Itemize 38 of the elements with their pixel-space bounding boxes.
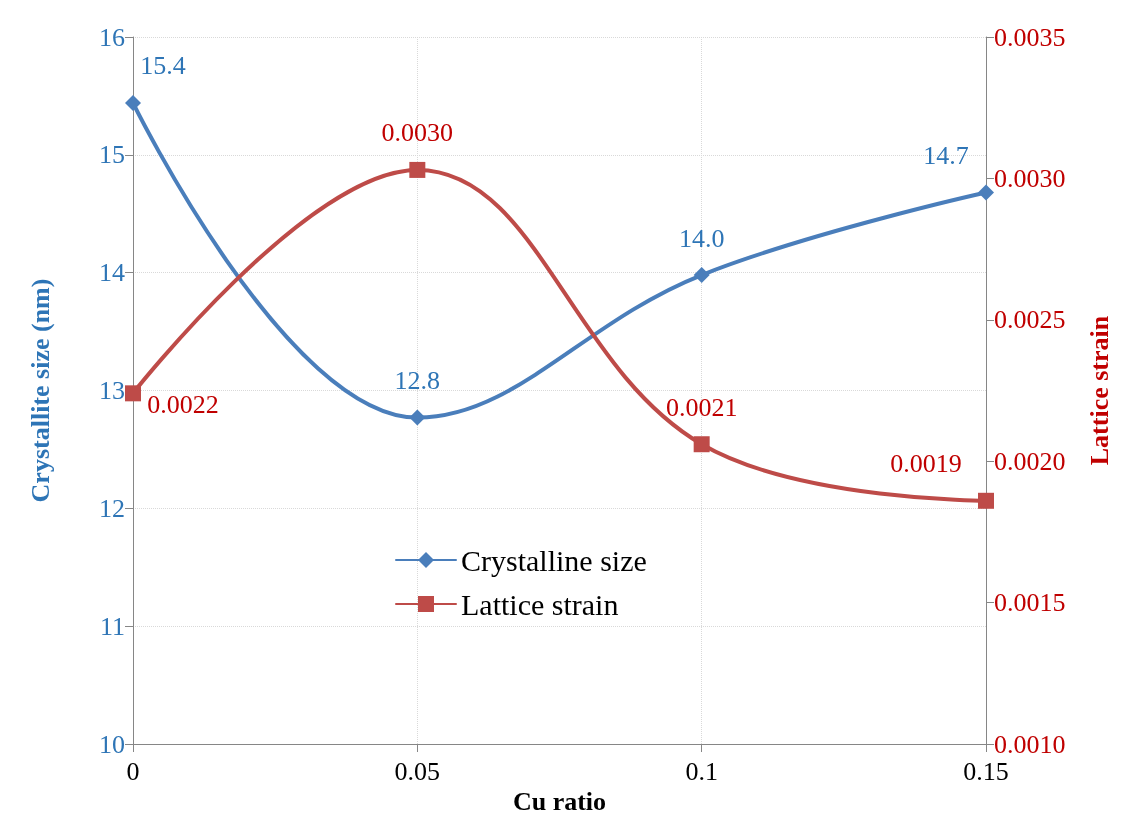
y-tick-label: 13 <box>99 376 125 405</box>
x-tick-label: 0.05 <box>394 756 441 786</box>
x-axis-title: Cu ratio <box>512 787 607 817</box>
y2-tick-label: 0.0010 <box>994 729 1066 759</box>
y2-tick-label: 0.0030 <box>994 163 1066 193</box>
legend-label: Lattice strain <box>461 587 619 621</box>
data-label: 0.0021 <box>665 392 738 422</box>
y2-axis-title: Lattice strain <box>1084 315 1114 466</box>
legend-label: Crystalline size <box>461 543 647 577</box>
data-label: 14.7 <box>923 141 969 171</box>
y-tick-label: 10 <box>99 729 125 759</box>
point <box>693 267 710 284</box>
y-tick-label: 14 <box>99 258 125 288</box>
y2-tick-label: 0.0035 <box>994 22 1066 52</box>
data-label: 0.0019 <box>890 449 962 479</box>
y2-tick-label: 0.0015 <box>994 588 1066 618</box>
y-tick-label: 12 <box>99 493 125 523</box>
point <box>125 385 141 402</box>
point <box>978 184 994 201</box>
point <box>125 94 141 111</box>
point <box>693 436 710 453</box>
y-axis-title: Crystallite size (nm) <box>25 278 55 503</box>
point <box>409 409 426 426</box>
y2-tick-label: 0.0025 <box>994 305 1066 335</box>
point <box>409 161 426 178</box>
data-label: 0.0030 <box>381 118 454 148</box>
data-label: 12.8 <box>394 366 441 396</box>
y-tick-label: 16 <box>99 22 125 52</box>
point <box>978 492 994 509</box>
y2-tick-label: 0.0020 <box>994 446 1066 476</box>
x-tick-label: 0.15 <box>963 756 1009 786</box>
x-tick-label: 0.1 <box>685 756 718 786</box>
data-label: 14.0 <box>678 223 725 253</box>
x-tick-label: 0 <box>126 756 140 786</box>
data-label: 0.0022 <box>147 389 219 419</box>
y-tick-label: 15 <box>99 140 125 170</box>
data-label: 15.4 <box>140 51 186 81</box>
y-tick-label: 11 <box>99 611 125 641</box>
